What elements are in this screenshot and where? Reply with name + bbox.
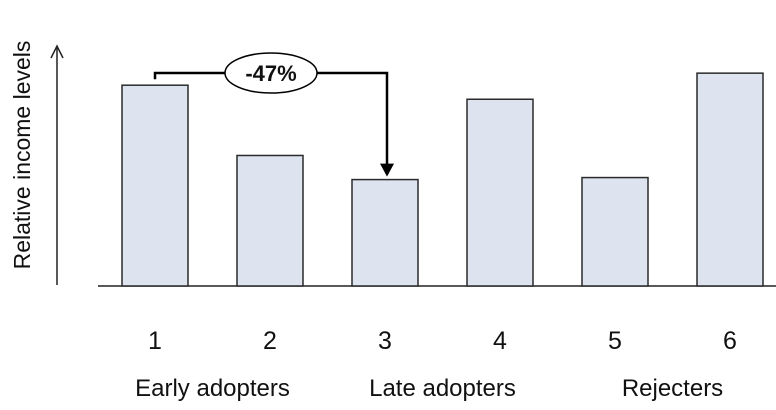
bar-5 — [581, 176, 649, 287]
bar-2 — [236, 154, 304, 287]
change-annotation: -47% — [153, 52, 394, 177]
category-labels: 1 2 3 4 5 6 — [148, 327, 737, 355]
annotation-arrowhead — [380, 163, 394, 177]
bar-3 — [351, 178, 419, 287]
bar-1 — [121, 84, 189, 287]
annotation-bracket-left — [153, 71, 225, 80]
tick-label-5: 5 — [608, 327, 622, 355]
group-labels: Early adopters Late adopters Rejecters — [135, 375, 723, 402]
tick-label-1: 1 — [148, 327, 162, 355]
tick-label-3: 3 — [378, 327, 392, 355]
annotation-label: -47% — [245, 61, 296, 86]
y-axis-label: Relative income levels — [9, 41, 35, 270]
bars-group — [121, 72, 764, 287]
tick-label-6: 6 — [723, 327, 737, 355]
group-label-1: Early adopters — [135, 375, 290, 402]
group-label-3: Rejecters — [622, 375, 723, 402]
annotation-bracket-right — [317, 71, 389, 166]
bar-4 — [466, 98, 534, 287]
group-label-2: Late adopters — [369, 375, 516, 402]
annotation-ellipse — [224, 52, 318, 94]
y-axis-arrow — [50, 44, 64, 285]
tick-label-4: 4 — [493, 327, 507, 355]
tick-label-2: 2 — [263, 327, 277, 355]
bar-6 — [696, 72, 764, 287]
